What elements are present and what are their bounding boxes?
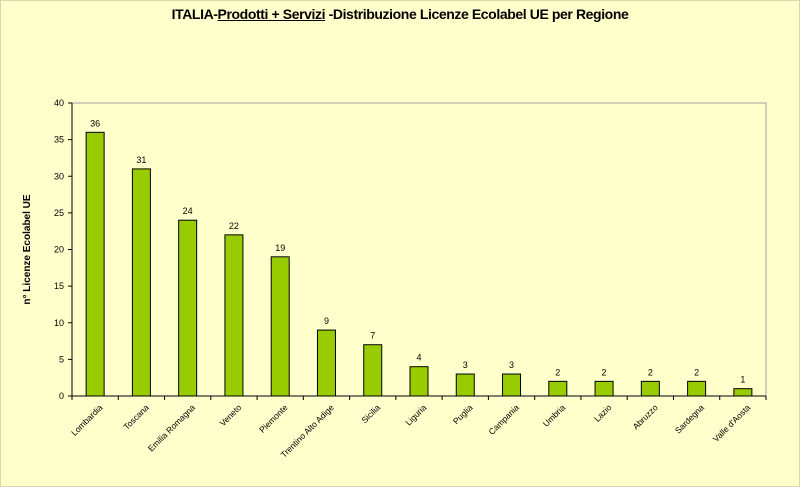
- data-label: 3: [463, 360, 468, 370]
- bar: [316, 329, 336, 397]
- x-tick-label: Abruzzo: [631, 402, 660, 431]
- bar: [548, 380, 568, 397]
- x-tick-label: Sicilia: [359, 402, 382, 425]
- title-part-underlined: Prodotti + Servizi: [217, 6, 326, 22]
- bar: [409, 366, 429, 397]
- x-tick-label: Lazio: [592, 402, 614, 424]
- bar: [85, 131, 105, 397]
- y-tick-label: 0: [59, 391, 64, 401]
- bar: [502, 373, 522, 397]
- bar: [455, 373, 475, 397]
- x-tick-label: Puglia: [451, 402, 475, 426]
- y-tick-label: 40: [54, 98, 64, 108]
- title-part-1: ITALIA-: [171, 6, 218, 22]
- x-tick-label: Campania: [486, 402, 521, 437]
- y-tick-label: 25: [54, 208, 64, 218]
- data-label: 36: [90, 118, 100, 128]
- y-tick-label: 30: [54, 171, 64, 181]
- x-tick-label: Liguria: [403, 402, 428, 427]
- bar: [640, 380, 660, 397]
- x-tick-label: Toscana: [121, 402, 151, 432]
- y-tick-label: 15: [54, 281, 64, 291]
- x-tick-label: Emilia Romagna: [146, 402, 197, 453]
- bar: [363, 344, 383, 397]
- bar: [594, 380, 614, 397]
- data-label: 9: [324, 316, 329, 326]
- title-part-2: -Distribuzione Licenze Ecolabel UE per R…: [325, 6, 629, 22]
- data-label: 24: [183, 206, 193, 216]
- data-label: 2: [602, 367, 607, 377]
- bar: [131, 168, 151, 397]
- bar: [733, 388, 753, 397]
- data-label: 2: [648, 367, 653, 377]
- data-label: 22: [229, 221, 239, 231]
- data-label: 2: [555, 367, 560, 377]
- y-tick-label: 5: [59, 354, 64, 364]
- data-label: 1: [740, 375, 745, 385]
- x-tick-label: Umbria: [541, 402, 568, 429]
- x-tick-label: Lombardia: [69, 402, 105, 438]
- bar: [687, 380, 707, 397]
- data-label: 19: [275, 243, 285, 253]
- y-tick-label: 35: [54, 135, 64, 145]
- y-tick-label: 10: [54, 318, 64, 328]
- data-label: 31: [136, 155, 146, 165]
- y-axis-label: n° Licenze Ecolabel UE: [22, 194, 33, 304]
- bar: [178, 219, 198, 397]
- data-label: 2: [694, 367, 699, 377]
- data-label: 4: [416, 353, 421, 363]
- x-tick-label: Piemonte: [257, 402, 290, 435]
- bar: [224, 234, 244, 397]
- data-label: 3: [509, 360, 514, 370]
- x-tick-label: Sardegna: [673, 402, 706, 435]
- bar: [270, 256, 290, 397]
- chart-title: ITALIA-Prodotti + Servizi -Distribuzione…: [0, 6, 800, 22]
- x-tick-label: Valle d'Aosta: [711, 402, 753, 444]
- x-tick-label: Veneto: [218, 402, 244, 428]
- data-label: 7: [370, 331, 375, 341]
- y-tick-label: 20: [54, 245, 64, 255]
